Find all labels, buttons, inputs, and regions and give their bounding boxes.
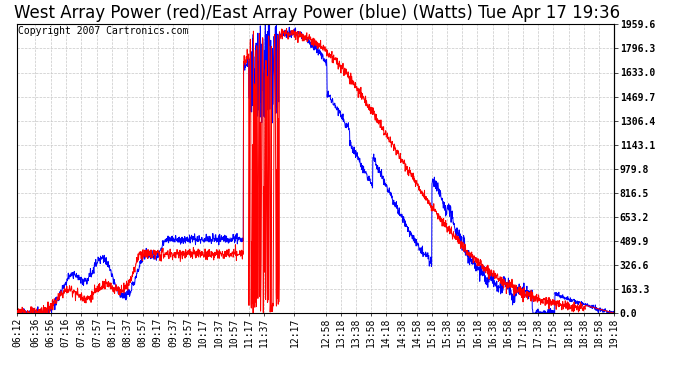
Text: West Array Power (red)/East Array Power (blue) (Watts) Tue Apr 17 19:36: West Array Power (red)/East Array Power … [14, 4, 620, 22]
Text: Copyright 2007 Cartronics.com: Copyright 2007 Cartronics.com [19, 26, 189, 36]
